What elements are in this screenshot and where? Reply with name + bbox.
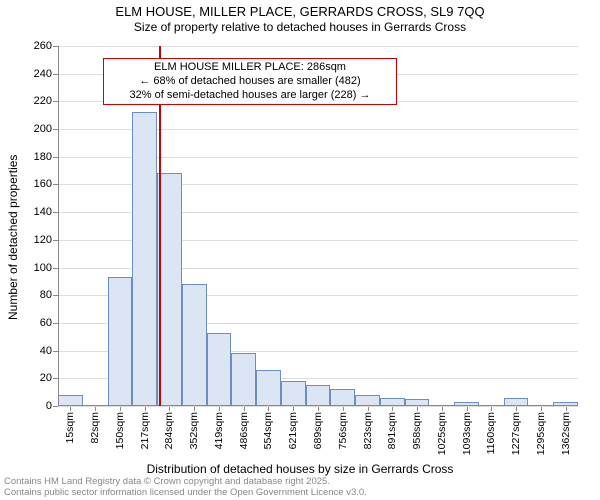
footer-line-2: Contains public sector information licen… bbox=[4, 488, 367, 498]
grid-line bbox=[58, 46, 578, 47]
histogram-bar bbox=[256, 370, 281, 406]
x-tick-label: 486sqm bbox=[238, 412, 250, 449]
annotation-line-2: ← 68% of detached houses are smaller (48… bbox=[110, 75, 390, 89]
x-axis-label: Distribution of detached houses by size … bbox=[0, 462, 600, 476]
x-tick-label: 1295sqm bbox=[535, 412, 547, 455]
y-axis-label: Number of detached properties bbox=[6, 155, 20, 320]
histogram-bar bbox=[182, 284, 207, 406]
x-tick-label: 82sqm bbox=[89, 412, 101, 444]
x-tick-label: 1025sqm bbox=[436, 412, 448, 455]
x-tick-label: 689sqm bbox=[312, 412, 324, 449]
x-tick-label: 621sqm bbox=[287, 412, 299, 449]
histogram-bar bbox=[207, 333, 232, 406]
y-tick-label: 120 bbox=[34, 234, 52, 246]
x-tick-label: 756sqm bbox=[337, 412, 349, 449]
y-tick-label: 240 bbox=[34, 68, 52, 80]
x-tick-label: 15sqm bbox=[64, 412, 76, 444]
y-tick-label: 200 bbox=[34, 123, 52, 135]
footer-attribution: Contains HM Land Registry data © Crown c… bbox=[4, 477, 367, 498]
x-axis-line bbox=[58, 405, 578, 406]
y-tick-label: 260 bbox=[34, 40, 52, 52]
histogram-bar bbox=[306, 385, 331, 406]
x-tick-label: 1093sqm bbox=[461, 412, 473, 455]
chart-title: ELM HOUSE, MILLER PLACE, GERRARDS CROSS,… bbox=[0, 0, 600, 20]
x-tick-label: 554sqm bbox=[262, 412, 274, 449]
annotation-box: ELM HOUSE MILLER PLACE: 286sqm ← 68% of … bbox=[103, 58, 397, 105]
y-tick-label: 220 bbox=[34, 95, 52, 107]
x-tick-label: 284sqm bbox=[163, 412, 175, 449]
histogram-bar bbox=[132, 112, 157, 406]
x-tick-label: 891sqm bbox=[386, 412, 398, 449]
x-tick-label: 352sqm bbox=[188, 412, 200, 449]
histogram-bar bbox=[108, 277, 133, 406]
y-tick-label: 140 bbox=[34, 206, 52, 218]
histogram-bar bbox=[281, 381, 306, 406]
footer-line-1: Contains HM Land Registry data © Crown c… bbox=[4, 477, 367, 487]
histogram-bar bbox=[330, 389, 355, 406]
y-tick-label: 0 bbox=[46, 400, 52, 412]
x-tick-label: 823sqm bbox=[362, 412, 374, 449]
x-tick-label: 1227sqm bbox=[510, 412, 522, 455]
x-tick-label: 217sqm bbox=[139, 412, 151, 449]
x-tick-label: 1160sqm bbox=[485, 412, 497, 454]
y-tick-label: 60 bbox=[40, 317, 52, 329]
y-tick-label: 180 bbox=[34, 151, 52, 163]
y-tick-label: 100 bbox=[34, 262, 52, 274]
annotation-line-1: ELM HOUSE MILLER PLACE: 286sqm bbox=[110, 61, 390, 75]
x-tick-label: 419sqm bbox=[213, 412, 225, 449]
y-axis-line bbox=[58, 46, 59, 406]
y-tick-label: 80 bbox=[40, 289, 52, 301]
annotation-line-3: 32% of semi-detached houses are larger (… bbox=[110, 89, 390, 103]
x-tick-label: 150sqm bbox=[114, 412, 126, 449]
chart-subtitle: Size of property relative to detached ho… bbox=[0, 20, 600, 34]
x-tick-label: 1362sqm bbox=[560, 412, 572, 455]
y-tick-label: 20 bbox=[40, 372, 52, 384]
chart-container: ELM HOUSE, MILLER PLACE, GERRARDS CROSS,… bbox=[0, 0, 600, 500]
histogram-bar bbox=[231, 353, 256, 406]
y-tick-label: 40 bbox=[40, 345, 52, 357]
y-tick-label: 160 bbox=[34, 178, 52, 190]
grid-line bbox=[58, 406, 578, 407]
x-tick-label: 958sqm bbox=[411, 412, 423, 449]
